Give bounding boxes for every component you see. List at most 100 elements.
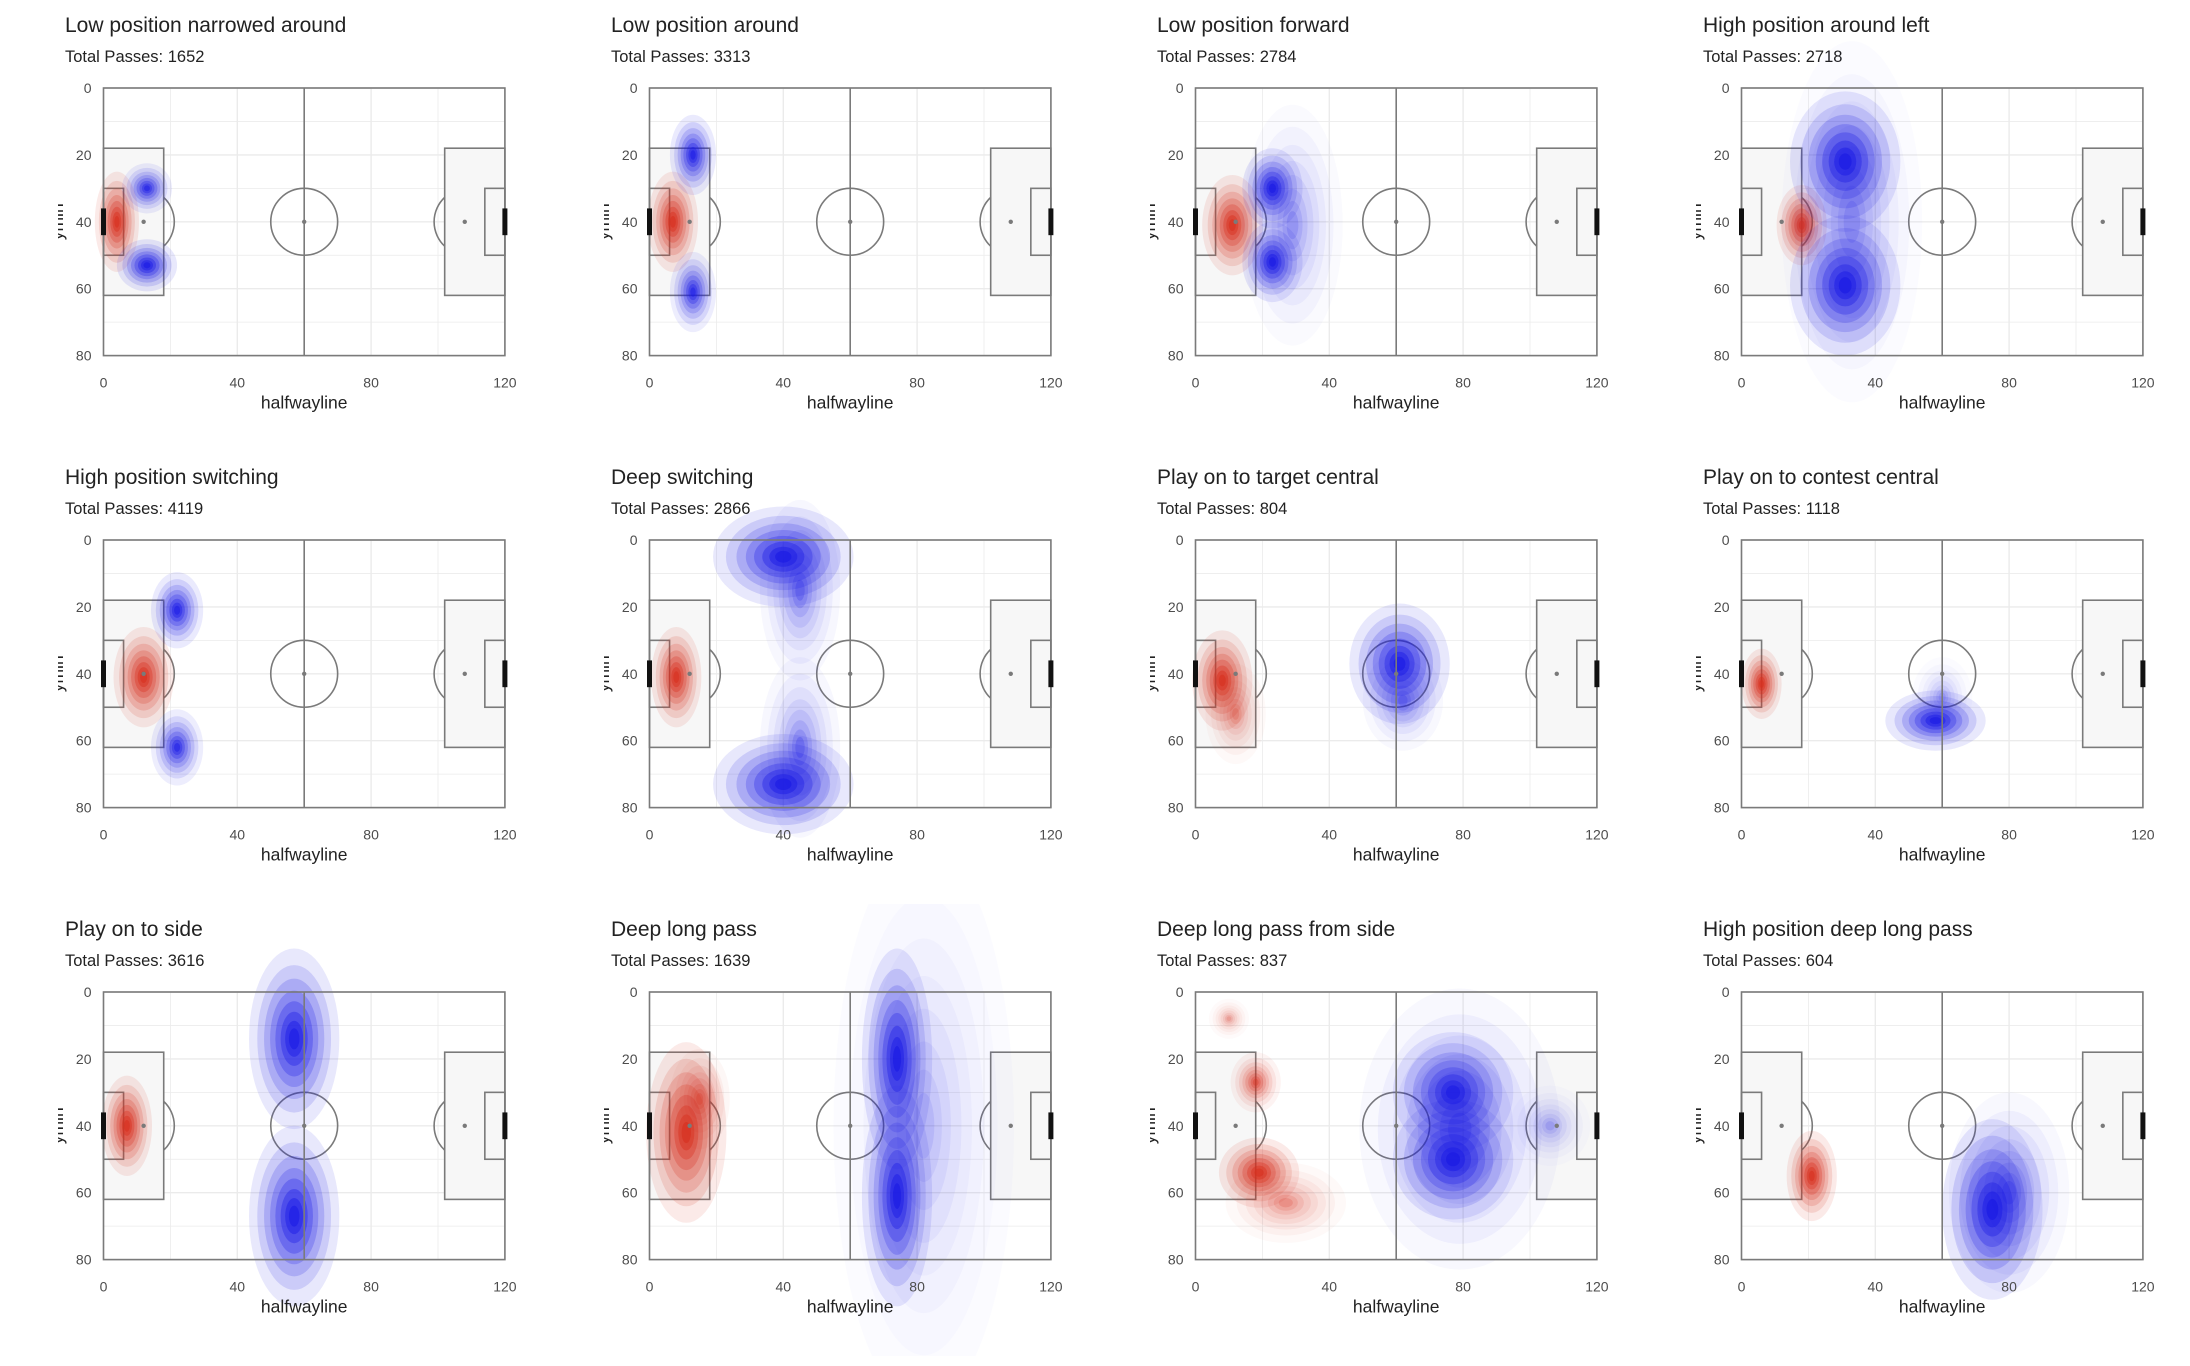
destination-density xyxy=(791,572,809,609)
y-tick-label: 0 xyxy=(1722,80,1730,96)
penalty-spot-left xyxy=(1779,671,1784,676)
destination-density xyxy=(121,163,173,214)
x-tick-label: 40 xyxy=(1322,375,1338,391)
goal-left xyxy=(101,208,106,236)
pitch xyxy=(648,1051,1052,1201)
penalty-box-left xyxy=(102,1051,165,1201)
destination-density xyxy=(690,150,696,160)
goal-right xyxy=(1048,1112,1054,1140)
y-tick-label: 20 xyxy=(622,147,638,163)
x-tick-label: 0 xyxy=(646,1279,654,1295)
x-axis-label: halfwayline xyxy=(1353,393,1440,413)
x-tick-label: 120 xyxy=(1039,1279,1063,1295)
origin-density xyxy=(1759,679,1764,688)
goal-left xyxy=(101,1112,106,1140)
x-tick-label: 0 xyxy=(1192,375,1200,391)
penalty-spot-left xyxy=(1779,1123,1784,1128)
pitch xyxy=(102,147,506,297)
goal-right xyxy=(1594,1112,1600,1140)
x-tick-label: 0 xyxy=(646,375,654,391)
y-tick-label: 0 xyxy=(630,984,638,1000)
penalty-arc-left xyxy=(1255,1100,1268,1151)
x-axis-label: halfwayline xyxy=(807,1297,894,1317)
penalty-spot-right xyxy=(1554,1123,1559,1128)
penalty-arc-left xyxy=(163,196,176,247)
y-tick-label: 20 xyxy=(622,599,638,615)
destination-density xyxy=(1265,160,1320,290)
x-tick-label: 0 xyxy=(1192,1279,1200,1295)
destination-density xyxy=(1386,679,1420,722)
origin-density xyxy=(1273,1194,1298,1211)
destination-density xyxy=(1545,1121,1555,1131)
destination-density xyxy=(126,167,168,209)
origin-density xyxy=(673,671,680,683)
facet-panel: Low position narrowed around Total Passes… xyxy=(58,14,517,413)
origin-density xyxy=(679,1065,720,1133)
goal-right xyxy=(1594,660,1600,688)
origin-density xyxy=(696,1093,704,1105)
x-tick-label: 80 xyxy=(1455,375,1471,391)
destination-density xyxy=(1377,1014,1542,1244)
y-tick-label: 0 xyxy=(84,532,92,548)
penalty-box-left xyxy=(648,599,711,749)
destination-density xyxy=(288,1028,300,1050)
pitch-outline xyxy=(1193,87,1600,357)
facet-panel: Low position forward Total Passes: 2784 0 4… xyxy=(1150,14,1609,413)
goal-right xyxy=(1048,660,1054,688)
destination-density xyxy=(783,552,817,628)
penalty-spot-left xyxy=(141,671,146,676)
destination-density xyxy=(778,699,822,796)
destination-density xyxy=(783,709,817,786)
x-tick-label: 0 xyxy=(1738,827,1746,843)
density-layer xyxy=(646,948,962,1307)
origin-density xyxy=(675,1058,725,1141)
destination-density xyxy=(1830,167,1873,276)
y-tick-label: 0 xyxy=(1176,80,1184,96)
destination-density xyxy=(1394,690,1411,711)
origin-density xyxy=(1230,1052,1281,1113)
goal-left xyxy=(647,660,652,688)
y-axis-label: ymin xyxy=(604,655,613,692)
x-tick-label: 40 xyxy=(776,375,792,391)
penalty-arc-left xyxy=(709,1100,722,1151)
destination-density xyxy=(1838,153,1852,170)
y-tick-label: 80 xyxy=(622,348,638,364)
destination-density xyxy=(913,1093,935,1159)
x-tick-label: 120 xyxy=(2131,1279,2155,1295)
y-tick-label: 60 xyxy=(1714,281,1730,297)
destination-density xyxy=(171,739,183,756)
y-tick-label: 20 xyxy=(1168,599,1184,615)
destination-density xyxy=(1259,144,1326,306)
pitch-outline xyxy=(101,87,508,357)
y-tick-label: 80 xyxy=(1168,348,1184,364)
penalty-spot-left xyxy=(1233,219,1238,224)
destination-density xyxy=(677,265,709,319)
center-spot xyxy=(1394,671,1399,676)
penalty-arc-right xyxy=(1525,1100,1538,1151)
x-tick-label: 40 xyxy=(1322,1279,1338,1295)
y-tick-label: 60 xyxy=(622,281,638,297)
goal-left xyxy=(101,660,106,688)
x-tick-label: 40 xyxy=(230,827,246,843)
x-tick-label: 120 xyxy=(2131,375,2155,391)
x-tick-label: 40 xyxy=(776,1279,792,1295)
panel-subtitle: Total Passes: 4119 xyxy=(65,500,203,518)
pitch-outline xyxy=(1739,539,2146,809)
pitch-outline xyxy=(1193,991,1600,1261)
y-tick-label: 80 xyxy=(1714,800,1730,816)
origin-density xyxy=(1226,1016,1232,1022)
origin-density xyxy=(1229,703,1242,724)
destination-density xyxy=(787,720,813,775)
x-axis-label: halfwayline xyxy=(1899,1297,1986,1317)
destination-density xyxy=(288,1205,300,1227)
y-axis-label: ymin xyxy=(1150,655,1159,692)
goal-left xyxy=(1739,1112,1744,1140)
destination-density xyxy=(791,729,809,766)
density-layer xyxy=(1202,144,1326,306)
x-tick-label: 80 xyxy=(2001,827,2017,843)
destination-density xyxy=(905,1069,942,1182)
penalty-arc-left xyxy=(1255,196,1268,247)
destination-density xyxy=(1837,185,1866,258)
y-tick-label: 60 xyxy=(76,733,92,749)
panel-subtitle: Total Passes: 1652 xyxy=(65,48,204,66)
